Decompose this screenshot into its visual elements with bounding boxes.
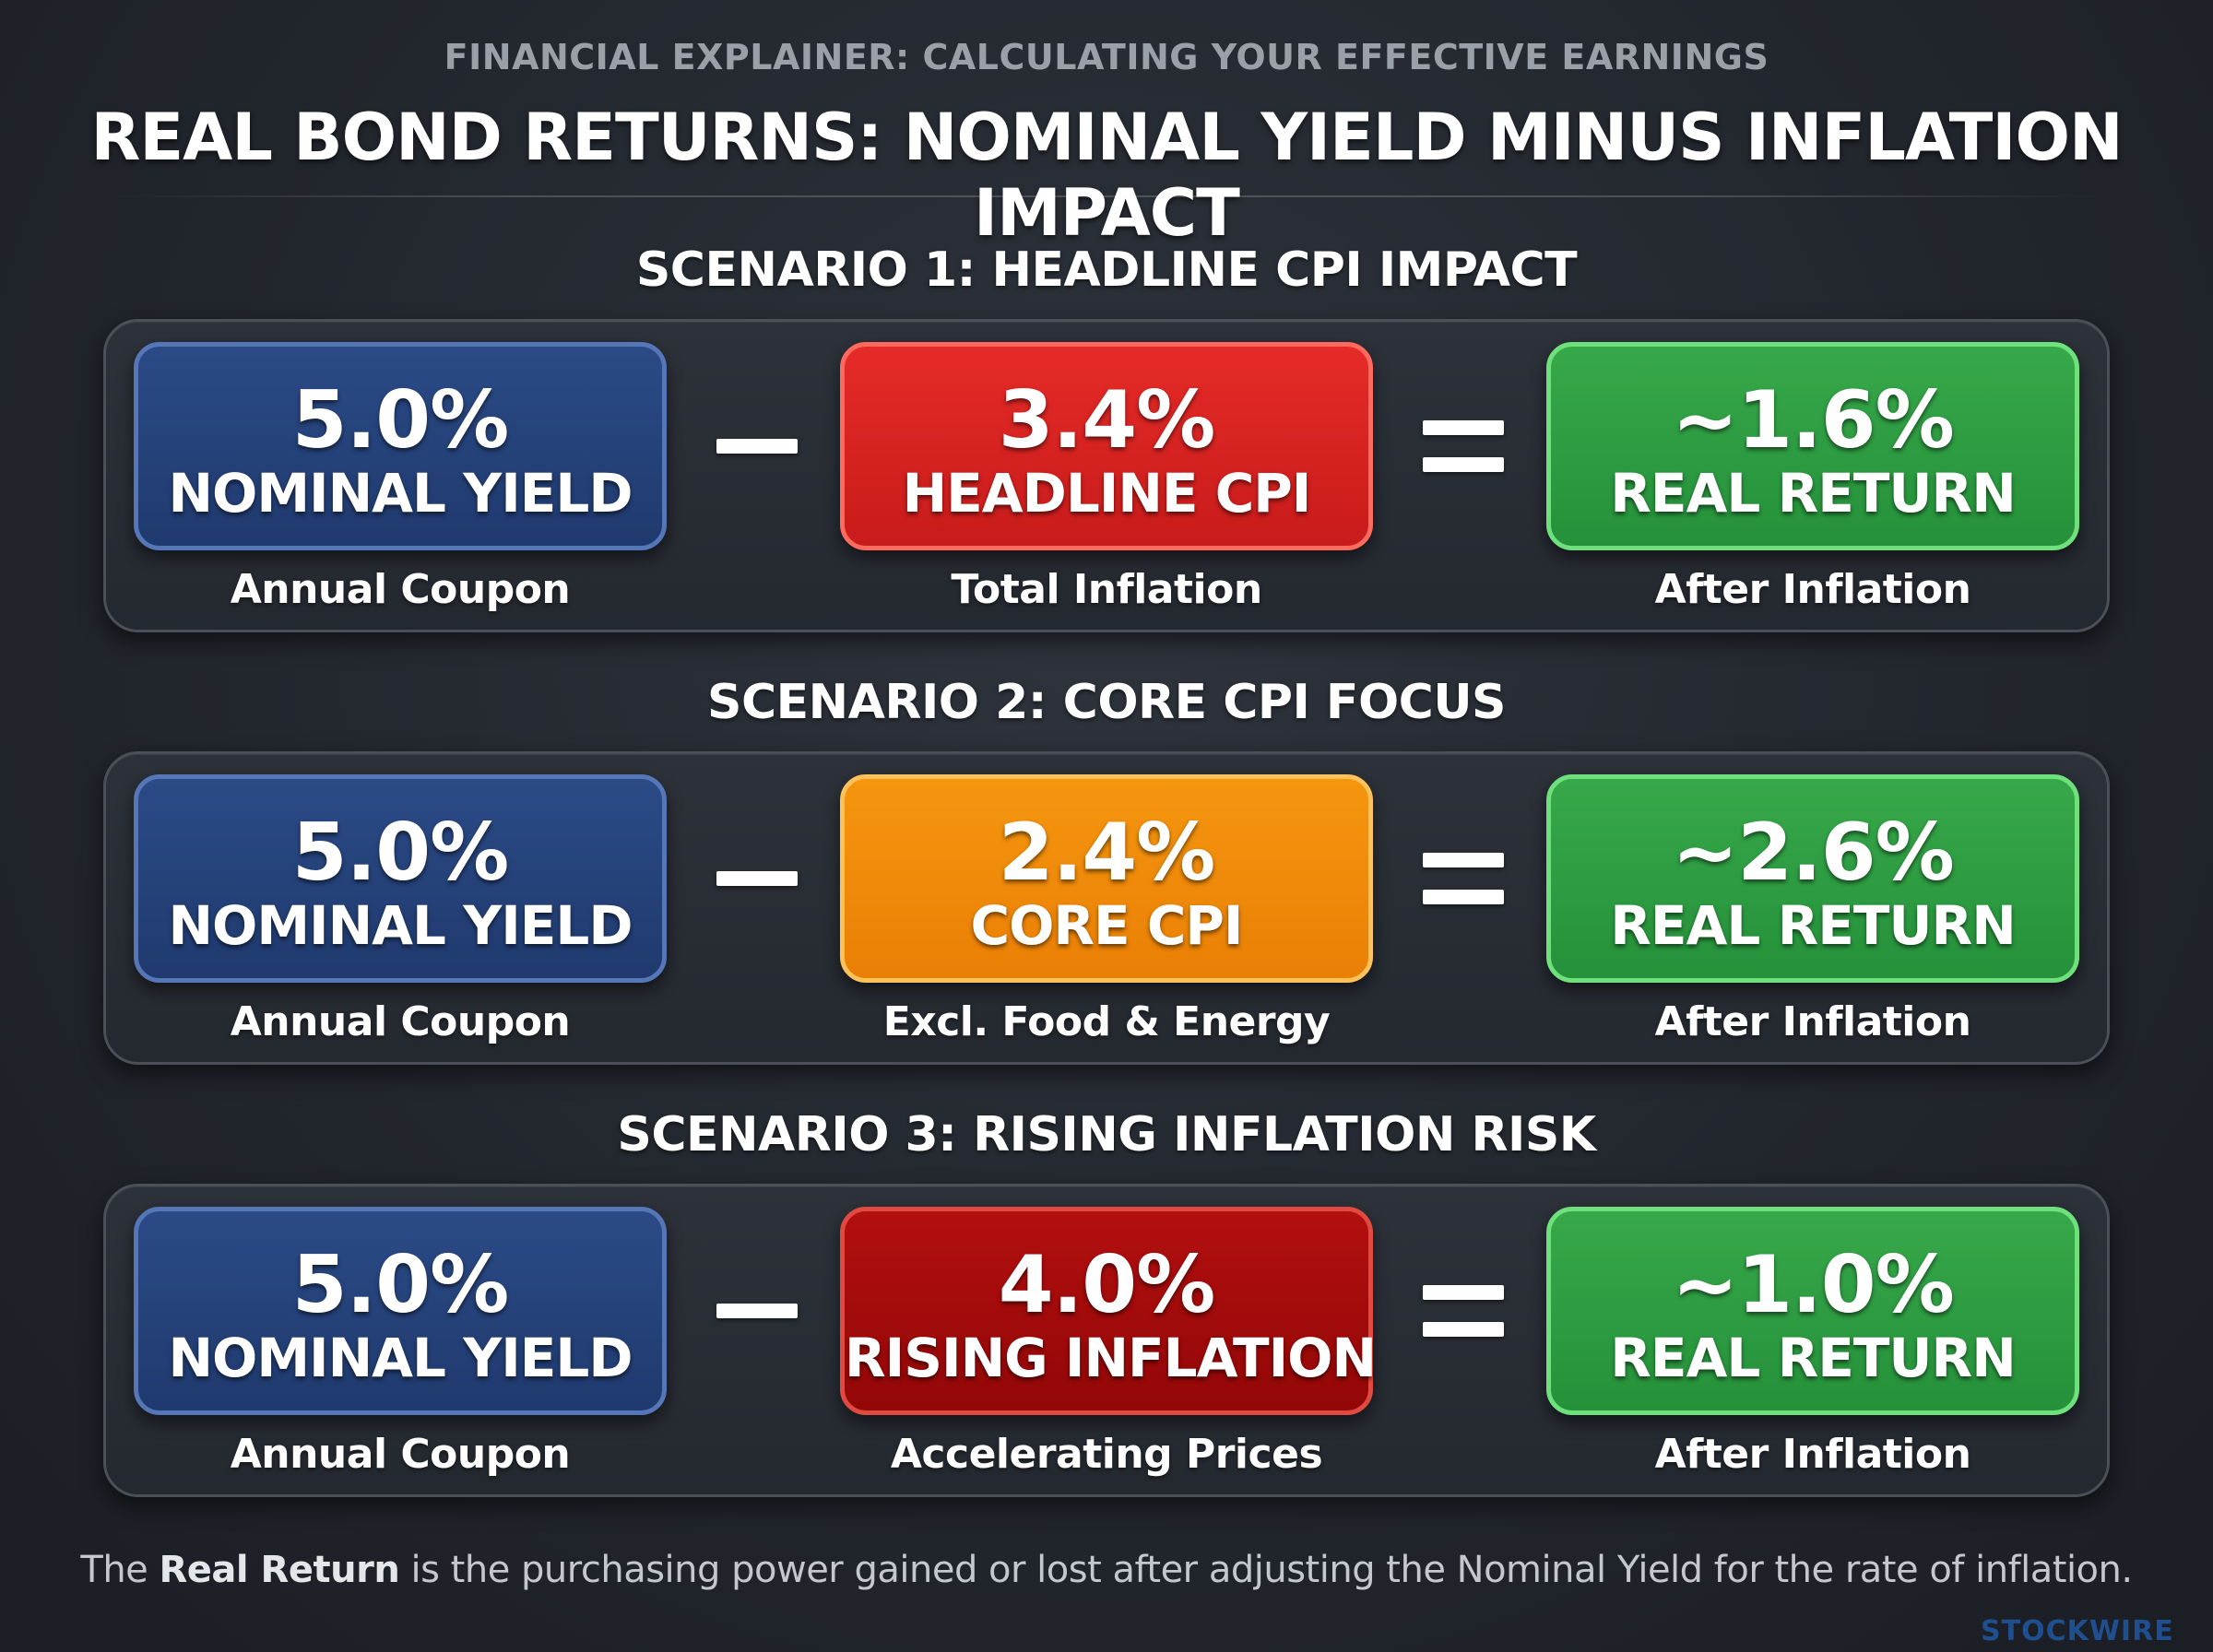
equals-operator-icon xyxy=(1414,1260,1515,1362)
watermark-logo: STOCKWIRE xyxy=(1981,1615,2174,1647)
equals-operator-icon xyxy=(1414,828,1515,929)
scenario-3-heading: SCENARIO 3: RISING INFLATION RISK xyxy=(617,1107,1596,1162)
page-title: REAL BOND RETURNS: NOMINAL YIELD MINUS I… xyxy=(90,100,2123,251)
real-return-caption: After Inflation xyxy=(1654,998,1971,1045)
nominal-yield-value: 5.0% xyxy=(291,807,510,899)
headline-cpi-value: 3.4% xyxy=(998,374,1216,466)
minus-operator-icon xyxy=(707,1260,809,1362)
nominal-yield-value: 5.0% xyxy=(291,1239,510,1331)
real-return-label: REAL RETURN xyxy=(1610,1327,2016,1389)
scenario-1-panel: 5.0% NOMINAL YIELD 3.4% HEADLINE CPI ~1.… xyxy=(103,319,2110,632)
nominal-yield-caption: Annual Coupon xyxy=(230,998,571,1045)
footer-explanation: The Real Return is the purchasing power … xyxy=(0,1549,2213,1591)
real-return-label: REAL RETURN xyxy=(1610,462,2016,525)
headline-cpi-caption: Total Inflation xyxy=(951,566,1262,613)
real-return-label: REAL RETURN xyxy=(1610,894,2016,957)
core-cpi-caption: Excl. Food & Energy xyxy=(882,998,1331,1045)
rising-inflation-value: 4.0% xyxy=(998,1239,1216,1331)
equals-operator-icon xyxy=(1414,395,1515,497)
real-return-value: ~1.0% xyxy=(1672,1239,1955,1331)
scenario-3-panel: 5.0% NOMINAL YIELD 4.0% RISING INFLATION… xyxy=(103,1184,2110,1497)
real-return-box: ~2.6% REAL RETURN xyxy=(1546,774,2079,983)
headline-cpi-box: 3.4% HEADLINE CPI xyxy=(840,342,1373,550)
scenario-1-heading: SCENARIO 1: HEADLINE CPI IMPACT xyxy=(635,242,1578,298)
footer-prefix: The xyxy=(80,1549,160,1591)
nominal-yield-box: 5.0% NOMINAL YIELD xyxy=(134,1207,667,1415)
title-divider xyxy=(111,195,2102,197)
real-return-box: ~1.6% REAL RETURN xyxy=(1546,342,2079,550)
nominal-yield-label: NOMINAL YIELD xyxy=(168,1327,633,1389)
nominal-yield-label: NOMINAL YIELD xyxy=(168,894,633,957)
rising-inflation-label: RISING INFLATION xyxy=(845,1327,1377,1389)
core-cpi-label: CORE CPI xyxy=(970,894,1244,957)
footer-bold-term: Real Return xyxy=(159,1549,400,1591)
core-cpi-box: 2.4% CORE CPI xyxy=(840,774,1373,983)
nominal-yield-caption: Annual Coupon xyxy=(230,566,571,613)
minus-operator-icon xyxy=(707,395,809,497)
headline-cpi-label: HEADLINE CPI xyxy=(902,462,1312,525)
nominal-yield-label: NOMINAL YIELD xyxy=(168,462,633,525)
real-return-caption: After Inflation xyxy=(1654,1431,1971,1478)
real-return-box: ~1.0% REAL RETURN xyxy=(1546,1207,2079,1415)
nominal-yield-caption: Annual Coupon xyxy=(230,1431,571,1478)
real-return-caption: After Inflation xyxy=(1654,566,1971,613)
nominal-yield-value: 5.0% xyxy=(291,374,510,466)
rising-inflation-caption: Accelerating Prices xyxy=(890,1431,1323,1478)
real-return-value: ~1.6% xyxy=(1672,374,1955,466)
core-cpi-value: 2.4% xyxy=(998,807,1216,899)
scenario-2-heading: SCENARIO 2: CORE CPI FOCUS xyxy=(707,675,1507,730)
footer-suffix: is the purchasing power gained or lost a… xyxy=(399,1549,2134,1591)
scenario-2-panel: 5.0% NOMINAL YIELD 2.4% CORE CPI ~2.6% R… xyxy=(103,751,2110,1065)
kicker-subtitle: FINANCIAL EXPLAINER: CALCULATING YOUR EF… xyxy=(444,37,1769,77)
minus-operator-icon xyxy=(707,828,809,929)
real-return-value: ~2.6% xyxy=(1672,807,1955,899)
rising-inflation-box: 4.0% RISING INFLATION xyxy=(840,1207,1377,1415)
nominal-yield-box: 5.0% NOMINAL YIELD xyxy=(134,342,667,550)
nominal-yield-box: 5.0% NOMINAL YIELD xyxy=(134,774,667,983)
